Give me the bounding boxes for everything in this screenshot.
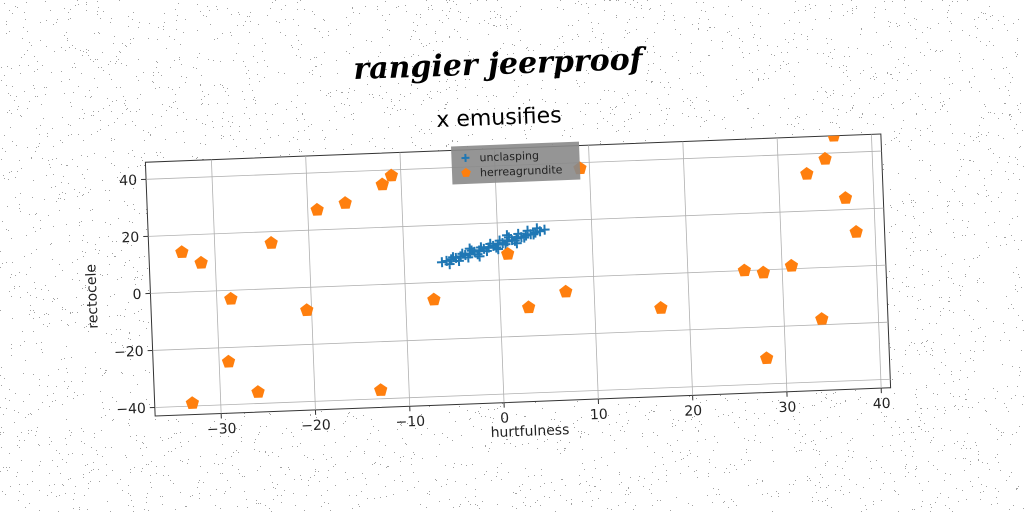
x-tick-label: −20 — [301, 417, 331, 434]
y-tick-label: 40 — [119, 173, 137, 190]
x-tick-label: 40 — [873, 396, 891, 413]
x-axis-label: hurtfulness — [490, 422, 569, 441]
axes: x emusifies −30 −20 −10 0 10 20 30 40 −40−20020… — [78, 91, 892, 457]
y-tick-label: −20 — [114, 344, 144, 361]
x-tick-label: 20 — [684, 403, 702, 420]
chart-title: x emusifies — [436, 103, 562, 133]
figure-suptitle: rangier jeerproof — [353, 42, 648, 87]
data-point — [808, 121, 822, 134]
y-tick-label: 20 — [121, 230, 139, 247]
x-tick-label: −30 — [207, 421, 237, 438]
x-tick-label: 30 — [778, 399, 796, 416]
y-axis-label: rectocele — [83, 264, 101, 329]
x-tick-label: −10 — [395, 414, 425, 431]
legend-label: unclasping — [479, 149, 539, 164]
y-tick-label: −40 — [116, 401, 146, 418]
y-tick-label: 0 — [132, 287, 142, 303]
x-tick-label: 10 — [590, 407, 608, 424]
